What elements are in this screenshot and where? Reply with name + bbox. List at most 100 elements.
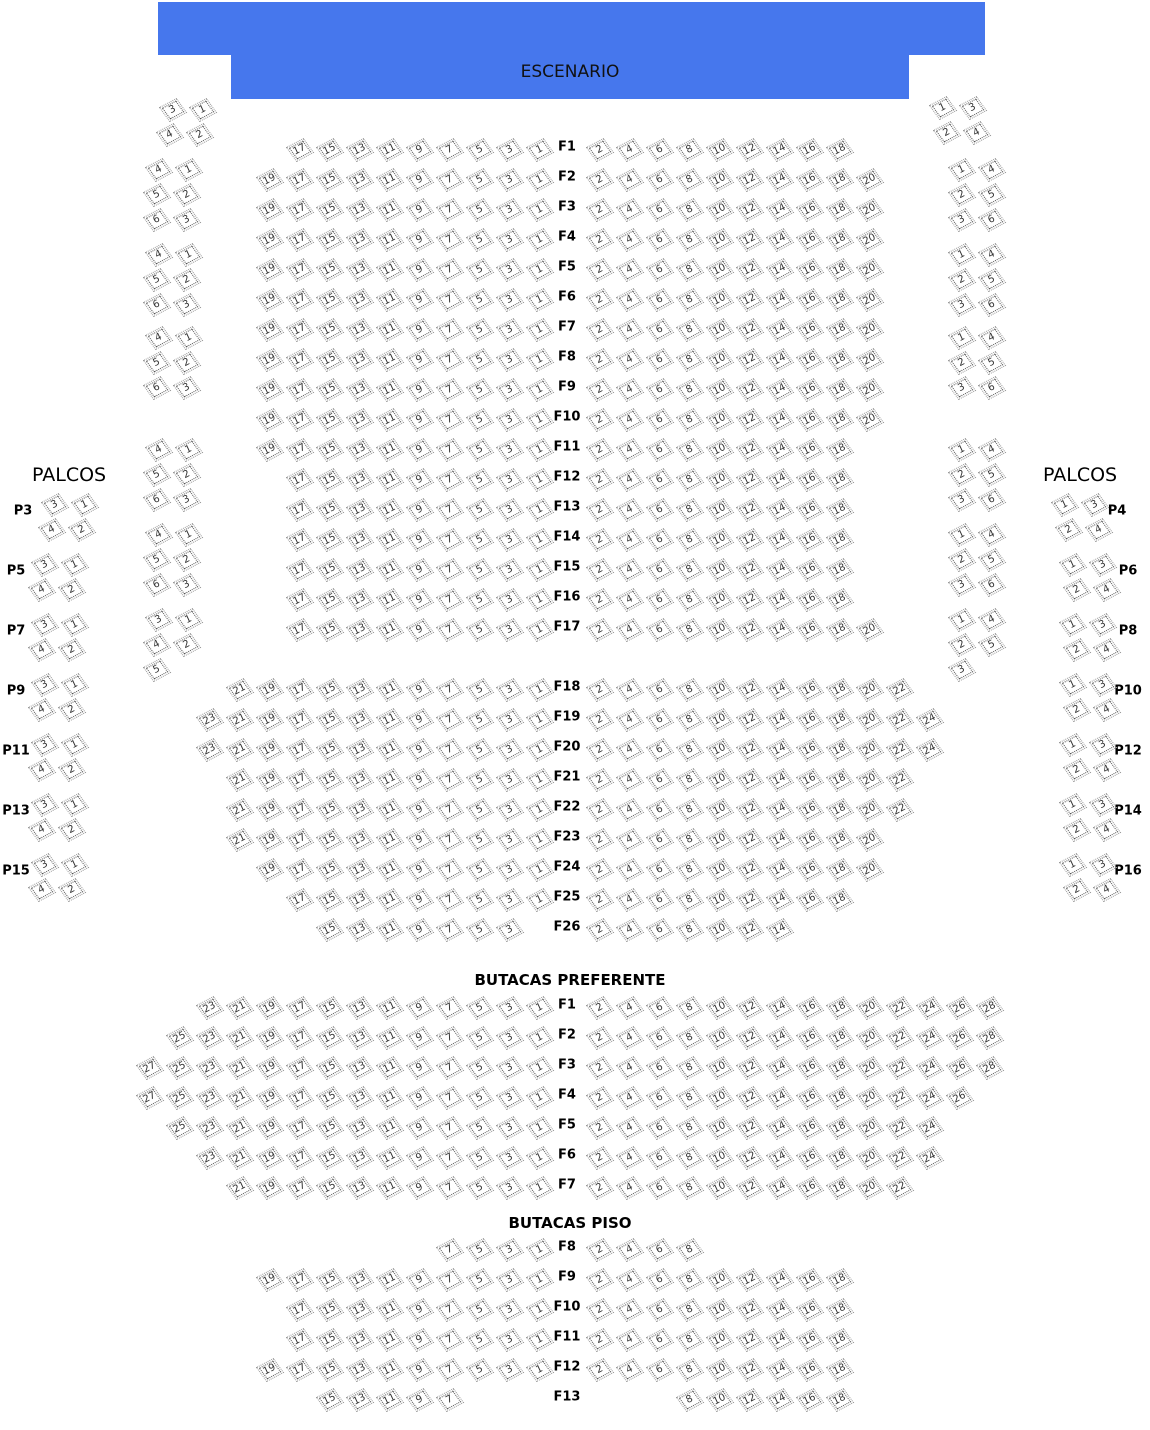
seat-F5-18[interactable]: 18	[825, 257, 855, 283]
seat-F1-8[interactable]: 8	[675, 137, 705, 163]
seat-F1-12[interactable]: 12	[735, 137, 765, 163]
seat-F4-8[interactable]: 8	[675, 1085, 705, 1111]
seat-F24-7[interactable]: 7	[435, 857, 465, 883]
side-box-seat[interactable]: 6	[142, 572, 172, 598]
seat-F23-9[interactable]: 9	[405, 827, 435, 853]
seat-F15-9[interactable]: 9	[405, 557, 435, 583]
seat-F3-26[interactable]: 26	[945, 1055, 975, 1081]
seat-F20-8[interactable]: 8	[675, 737, 705, 763]
seat-F13-8[interactable]: 8	[675, 1387, 705, 1413]
palco-seat[interactable]: 4	[1092, 877, 1122, 903]
seat-F23-15[interactable]: 15	[315, 827, 345, 853]
seat-F4-23[interactable]: 23	[195, 1085, 225, 1111]
seat-F7-5[interactable]: 5	[465, 317, 495, 343]
seat-F17-17[interactable]: 17	[285, 617, 315, 643]
seat-F4-12[interactable]: 12	[735, 1085, 765, 1111]
side-box-seat[interactable]: 3	[172, 375, 202, 401]
seat-F7-10[interactable]: 10	[705, 1175, 735, 1201]
side-box-seat[interactable]: 2	[172, 462, 202, 488]
side-box-seat[interactable]: 2	[947, 267, 977, 293]
side-box-seat[interactable]: 3	[172, 572, 202, 598]
palco-seat[interactable]: 2	[57, 577, 87, 603]
side-box-seat[interactable]: 2	[947, 350, 977, 376]
seat-F17-7[interactable]: 7	[435, 617, 465, 643]
palco-seat[interactable]: 1	[1058, 732, 1088, 758]
seat-F12-4[interactable]: 4	[615, 467, 645, 493]
seat-F17-12[interactable]: 12	[735, 617, 765, 643]
seat-F22-11[interactable]: 11	[375, 797, 405, 823]
palco-seat[interactable]: 3	[1088, 672, 1118, 698]
seat-F9-9[interactable]: 9	[405, 377, 435, 403]
seat-F23-7[interactable]: 7	[435, 827, 465, 853]
seat-F9-3[interactable]: 3	[495, 1267, 525, 1293]
seat-F11-9[interactable]: 9	[405, 437, 435, 463]
seat-F5-25[interactable]: 25	[165, 1115, 195, 1141]
seat-F22-5[interactable]: 5	[465, 797, 495, 823]
seat-F4-21[interactable]: 21	[225, 1085, 255, 1111]
seat-F24-16[interactable]: 16	[795, 857, 825, 883]
seat-F23-8[interactable]: 8	[675, 827, 705, 853]
seat-F22-17[interactable]: 17	[285, 797, 315, 823]
seat-F10-5[interactable]: 5	[465, 1297, 495, 1323]
seat-F2-2[interactable]: 2	[585, 167, 615, 193]
seat-F7-9[interactable]: 9	[405, 317, 435, 343]
side-box-seat[interactable]: 4	[977, 325, 1007, 351]
seat-F5-5[interactable]: 5	[465, 257, 495, 283]
seat-F8-2[interactable]: 2	[585, 347, 615, 373]
seat-F7-16[interactable]: 16	[795, 1175, 825, 1201]
seat-F22-6[interactable]: 6	[645, 797, 675, 823]
seat-F2-26[interactable]: 26	[945, 1025, 975, 1051]
seat-F7-3[interactable]: 3	[495, 317, 525, 343]
seat-F17-5[interactable]: 5	[465, 617, 495, 643]
seat-F6-5[interactable]: 5	[465, 287, 495, 313]
seat-F5-8[interactable]: 8	[675, 257, 705, 283]
seat-F13-6[interactable]: 6	[645, 497, 675, 523]
seat-F13-2[interactable]: 2	[585, 497, 615, 523]
seat-F25-15[interactable]: 15	[315, 887, 345, 913]
seat-F3-14[interactable]: 14	[765, 1055, 795, 1081]
seat-F9-15[interactable]: 15	[315, 377, 345, 403]
seat-F4-18[interactable]: 18	[825, 1085, 855, 1111]
seat-F15-17[interactable]: 17	[285, 557, 315, 583]
seat-F6-18[interactable]: 18	[825, 287, 855, 313]
seat-F9-17[interactable]: 17	[285, 1267, 315, 1293]
seat-F14-18[interactable]: 18	[825, 527, 855, 553]
seat-F16-6[interactable]: 6	[645, 587, 675, 613]
seat-F4-7[interactable]: 7	[435, 1085, 465, 1111]
seat-F1-13[interactable]: 13	[345, 137, 375, 163]
seat-F12-5[interactable]: 5	[465, 1357, 495, 1383]
seat-F1-15[interactable]: 15	[315, 995, 345, 1021]
seat-F20-14[interactable]: 14	[765, 737, 795, 763]
seat-F19-3[interactable]: 3	[495, 707, 525, 733]
seat-F7-12[interactable]: 12	[735, 317, 765, 343]
seat-F10-14[interactable]: 14	[765, 1297, 795, 1323]
seat-F23-4[interactable]: 4	[615, 827, 645, 853]
side-box-seat[interactable]: 1	[174, 157, 204, 183]
seat-F12-5[interactable]: 5	[465, 467, 495, 493]
seat-F3-23[interactable]: 23	[195, 1055, 225, 1081]
side-box-seat[interactable]: 4	[144, 437, 174, 463]
seat-F1-9[interactable]: 9	[405, 137, 435, 163]
palco-seat[interactable]: 3	[1088, 552, 1118, 578]
seat-F10-3[interactable]: 3	[495, 407, 525, 433]
seat-F1-26[interactable]: 26	[945, 995, 975, 1021]
seat-F20-3[interactable]: 3	[495, 737, 525, 763]
seat-F13-17[interactable]: 17	[285, 497, 315, 523]
seat-F1-15[interactable]: 15	[315, 137, 345, 163]
side-box-seat[interactable]: 1	[947, 157, 977, 183]
seat-F7-16[interactable]: 16	[795, 317, 825, 343]
seat-F3-15[interactable]: 15	[315, 1055, 345, 1081]
palco-seat[interactable]: 1	[1058, 672, 1088, 698]
seat-F15-18[interactable]: 18	[825, 557, 855, 583]
side-box-seat[interactable]: 4	[144, 157, 174, 183]
seat-F25-11[interactable]: 11	[375, 887, 405, 913]
seat-F3-7[interactable]: 7	[435, 1055, 465, 1081]
seat-F6-13[interactable]: 13	[345, 287, 375, 313]
seat-F5-15[interactable]: 15	[315, 1115, 345, 1141]
seat-F5-16[interactable]: 16	[795, 1115, 825, 1141]
seat-F9-14[interactable]: 14	[765, 377, 795, 403]
seat-F11-14[interactable]: 14	[765, 437, 795, 463]
seat-F16-8[interactable]: 8	[675, 587, 705, 613]
seat-F15-8[interactable]: 8	[675, 557, 705, 583]
seat-F24-14[interactable]: 14	[765, 857, 795, 883]
